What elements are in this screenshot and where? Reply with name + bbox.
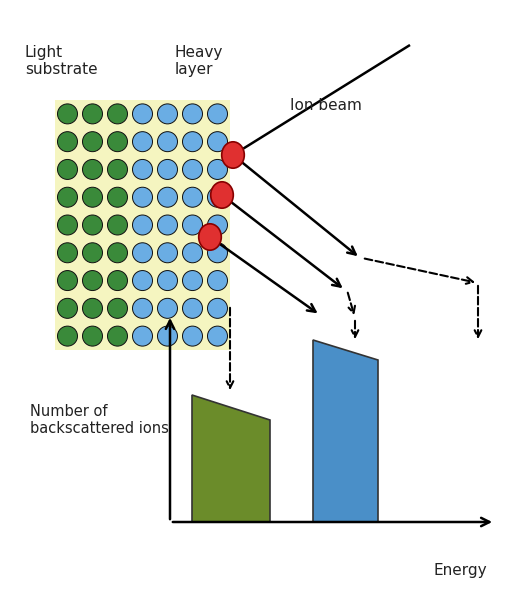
Ellipse shape — [182, 104, 203, 124]
Polygon shape — [192, 395, 270, 522]
Ellipse shape — [157, 160, 177, 179]
Ellipse shape — [83, 131, 102, 152]
Ellipse shape — [133, 215, 153, 235]
Ellipse shape — [157, 215, 177, 235]
Ellipse shape — [107, 160, 127, 179]
Ellipse shape — [83, 187, 102, 207]
Ellipse shape — [107, 131, 127, 152]
Ellipse shape — [58, 271, 78, 290]
Text: Ion beam: Ion beam — [290, 97, 362, 113]
Ellipse shape — [133, 131, 153, 152]
Ellipse shape — [83, 298, 102, 319]
Ellipse shape — [107, 187, 127, 207]
Ellipse shape — [182, 215, 203, 235]
Ellipse shape — [133, 326, 153, 346]
Ellipse shape — [182, 243, 203, 263]
Ellipse shape — [58, 298, 78, 319]
Ellipse shape — [58, 160, 78, 179]
Ellipse shape — [157, 187, 177, 207]
Ellipse shape — [107, 215, 127, 235]
Ellipse shape — [208, 215, 228, 235]
Ellipse shape — [133, 187, 153, 207]
Ellipse shape — [208, 187, 228, 207]
Ellipse shape — [208, 131, 228, 152]
Ellipse shape — [157, 271, 177, 290]
Ellipse shape — [208, 243, 228, 263]
Ellipse shape — [107, 326, 127, 346]
Ellipse shape — [133, 298, 153, 319]
Ellipse shape — [208, 160, 228, 179]
Ellipse shape — [107, 104, 127, 124]
Ellipse shape — [182, 131, 203, 152]
Ellipse shape — [157, 131, 177, 152]
Ellipse shape — [58, 104, 78, 124]
Ellipse shape — [157, 298, 177, 319]
Ellipse shape — [182, 187, 203, 207]
Circle shape — [222, 142, 244, 168]
Ellipse shape — [58, 215, 78, 235]
Ellipse shape — [133, 243, 153, 263]
Ellipse shape — [182, 326, 203, 346]
Ellipse shape — [208, 104, 228, 124]
Ellipse shape — [182, 160, 203, 179]
Ellipse shape — [58, 187, 78, 207]
Ellipse shape — [107, 298, 127, 319]
Circle shape — [199, 224, 222, 250]
Ellipse shape — [208, 326, 228, 346]
Ellipse shape — [83, 160, 102, 179]
Ellipse shape — [83, 271, 102, 290]
Ellipse shape — [157, 243, 177, 263]
Ellipse shape — [58, 326, 78, 346]
Ellipse shape — [107, 271, 127, 290]
Text: Light
substrate: Light substrate — [25, 45, 98, 77]
Ellipse shape — [58, 131, 78, 152]
Ellipse shape — [83, 243, 102, 263]
Ellipse shape — [58, 243, 78, 263]
Ellipse shape — [83, 215, 102, 235]
Ellipse shape — [182, 298, 203, 319]
Ellipse shape — [107, 243, 127, 263]
Ellipse shape — [83, 104, 102, 124]
Circle shape — [211, 182, 233, 208]
Ellipse shape — [133, 271, 153, 290]
Ellipse shape — [182, 271, 203, 290]
Text: Number of
backscattered ions: Number of backscattered ions — [30, 404, 169, 436]
Ellipse shape — [208, 298, 228, 319]
Text: Heavy
layer: Heavy layer — [175, 45, 224, 77]
Ellipse shape — [133, 160, 153, 179]
Bar — [55, 100, 230, 350]
Polygon shape — [313, 340, 378, 522]
Text: Energy: Energy — [433, 563, 487, 577]
Ellipse shape — [208, 271, 228, 290]
Ellipse shape — [157, 326, 177, 346]
Ellipse shape — [83, 326, 102, 346]
Ellipse shape — [133, 104, 153, 124]
Ellipse shape — [157, 104, 177, 124]
